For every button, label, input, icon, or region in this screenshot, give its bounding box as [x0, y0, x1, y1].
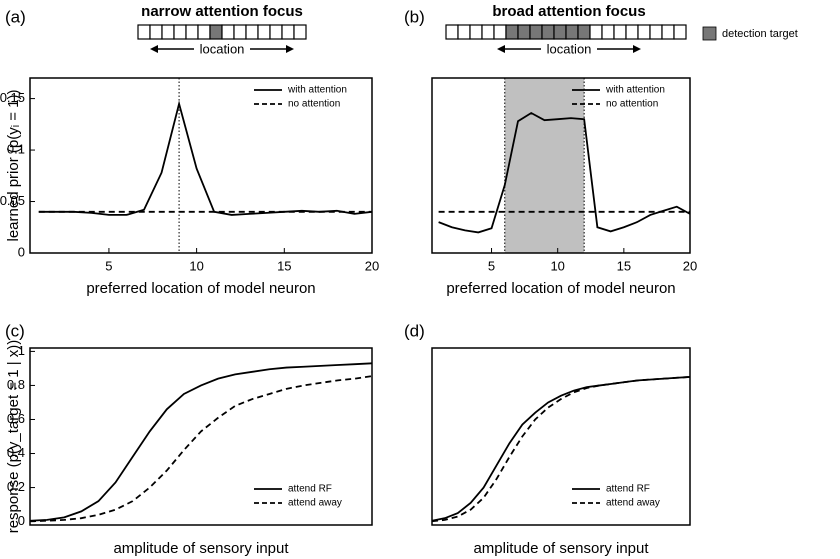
schematic-cell — [245, 24, 259, 40]
legend-label: with attention — [287, 85, 347, 96]
x-tick-label: 10 — [550, 258, 564, 273]
legend-label: no attention — [606, 99, 658, 110]
y-tick-label: 0 — [18, 244, 25, 259]
y-tick-label: 0.8 — [7, 377, 25, 392]
schematic-cell — [209, 24, 223, 40]
legend-label: no attention — [288, 99, 340, 110]
y-tick-label: 0.05 — [0, 193, 25, 208]
x-axis-label: amplitude of sensory input — [473, 540, 649, 557]
x-axis-label: preferred location of model neuron — [446, 280, 675, 297]
panel-label: (a) — [5, 7, 26, 26]
schematic-cell — [281, 24, 295, 40]
schematic-cell — [269, 24, 283, 40]
schematic-cell — [529, 24, 543, 40]
panel-label: (c) — [5, 321, 25, 340]
panel-label: (d) — [404, 321, 425, 340]
line-series — [29, 362, 373, 522]
axes-frame — [29, 347, 373, 526]
y-tick-label: 0.6 — [7, 411, 25, 426]
schematic-cell — [577, 24, 591, 40]
schematic-cell — [517, 24, 531, 40]
legend-key-label: detection target — [722, 28, 798, 40]
line-series — [29, 375, 373, 523]
schematic-cell — [457, 24, 471, 40]
y-tick-label: 0.15 — [0, 90, 25, 105]
axes-frame — [431, 347, 691, 526]
y-tick-label: 0 — [18, 513, 25, 528]
schematic-cell — [505, 24, 519, 40]
schematic-cell — [257, 24, 271, 40]
schematic-cell — [173, 24, 187, 40]
schematic-cell — [469, 24, 483, 40]
schematic-cell — [445, 24, 459, 40]
x-tick-label: 20 — [683, 258, 697, 273]
x-tick-label: 10 — [189, 258, 203, 273]
schematic-cell — [197, 24, 211, 40]
schematic-cell — [589, 24, 603, 40]
x-axis-label: preferred location of model neuron — [86, 280, 315, 297]
x-axis-label: amplitude of sensory input — [113, 540, 289, 557]
schematic-cell — [565, 24, 579, 40]
schematic-label: location — [200, 41, 245, 56]
legend-label: attend away — [606, 498, 660, 509]
legend-label: attend RF — [606, 484, 650, 495]
schematic-label-bg — [541, 42, 597, 56]
schematic-cell — [293, 24, 307, 40]
schematic-cell — [493, 24, 507, 40]
schematic-cell — [661, 24, 675, 40]
x-tick-label: 5 — [105, 258, 112, 273]
schematic-title: broad attention focus — [492, 3, 645, 20]
schematic-cell — [137, 24, 151, 40]
schematic-label-bg — [194, 42, 250, 56]
schematic-cell — [161, 24, 175, 40]
line-series — [38, 100, 373, 216]
y-tick-label: 0.1 — [7, 141, 25, 156]
y-tick-label: 0.2 — [7, 479, 25, 494]
schematic-cell — [625, 24, 639, 40]
schematic-cell — [673, 24, 687, 40]
panel-label: (b) — [404, 7, 425, 26]
shaded-region — [504, 78, 585, 253]
schematic-cell — [649, 24, 663, 40]
x-tick-label: 5 — [488, 258, 495, 273]
legend-label: with attention — [605, 85, 665, 96]
y-axis-label: learned prior (p(yᵢ = 1)) — [5, 89, 22, 241]
legend-label: attend away — [288, 498, 342, 509]
y-tick-label: 0.4 — [7, 445, 25, 460]
schematic-cell — [601, 24, 615, 40]
schematic-cell — [613, 24, 627, 40]
schematic-title: narrow attention focus — [141, 3, 303, 20]
schematic-cell — [541, 24, 555, 40]
schematic-cell — [221, 24, 235, 40]
schematic-cell — [185, 24, 199, 40]
axes-frame — [431, 77, 691, 254]
x-tick-label: 20 — [365, 258, 379, 273]
schematic-cell — [149, 24, 163, 40]
x-tick-label: 15 — [617, 258, 631, 273]
line-series — [431, 376, 691, 523]
legend-label: attend RF — [288, 484, 332, 495]
y-axis-label: response (p(y_target = 1 | x)) — [5, 340, 22, 534]
x-tick-label: 15 — [277, 258, 291, 273]
y-tick-label: 1 — [18, 343, 25, 358]
schematic-cell — [481, 24, 495, 40]
schematic-cell — [233, 24, 247, 40]
line-series — [438, 111, 691, 234]
schematic-cell — [637, 24, 651, 40]
schematic-cell — [553, 24, 567, 40]
axes-frame — [29, 77, 373, 254]
schematic-label: location — [547, 41, 592, 56]
legend-key-swatch — [702, 26, 717, 41]
